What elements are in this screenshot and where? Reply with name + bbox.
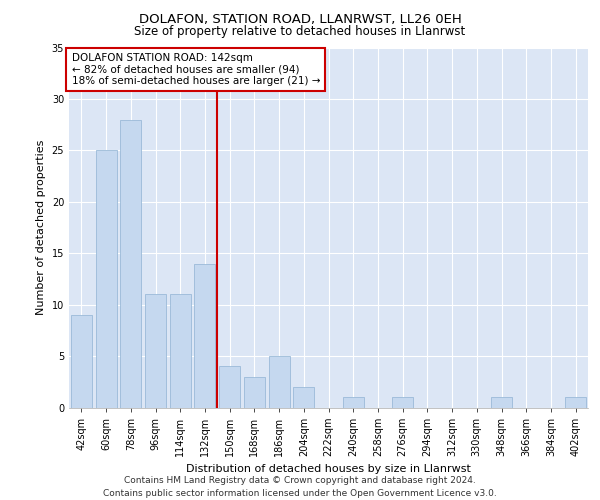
Bar <box>269 356 290 408</box>
Text: Contains HM Land Registry data © Crown copyright and database right 2024.
Contai: Contains HM Land Registry data © Crown c… <box>103 476 497 498</box>
Bar <box>170 294 191 408</box>
X-axis label: Distribution of detached houses by size in Llanrwst: Distribution of detached houses by size … <box>186 464 471 474</box>
Text: Size of property relative to detached houses in Llanrwst: Size of property relative to detached ho… <box>134 25 466 38</box>
Bar <box>293 387 314 407</box>
Bar <box>244 376 265 408</box>
Bar <box>565 397 586 407</box>
Bar <box>343 397 364 407</box>
Bar <box>219 366 240 408</box>
Bar <box>71 315 92 408</box>
Text: DOLAFON, STATION ROAD, LLANRWST, LL26 0EH: DOLAFON, STATION ROAD, LLANRWST, LL26 0E… <box>139 12 461 26</box>
Bar <box>145 294 166 408</box>
Text: DOLAFON STATION ROAD: 142sqm
← 82% of detached houses are smaller (94)
18% of se: DOLAFON STATION ROAD: 142sqm ← 82% of de… <box>71 53 320 86</box>
Y-axis label: Number of detached properties: Number of detached properties <box>36 140 46 315</box>
Bar <box>95 150 116 408</box>
Bar <box>194 264 215 408</box>
Bar <box>392 397 413 407</box>
Bar <box>491 397 512 407</box>
Bar <box>120 120 141 408</box>
